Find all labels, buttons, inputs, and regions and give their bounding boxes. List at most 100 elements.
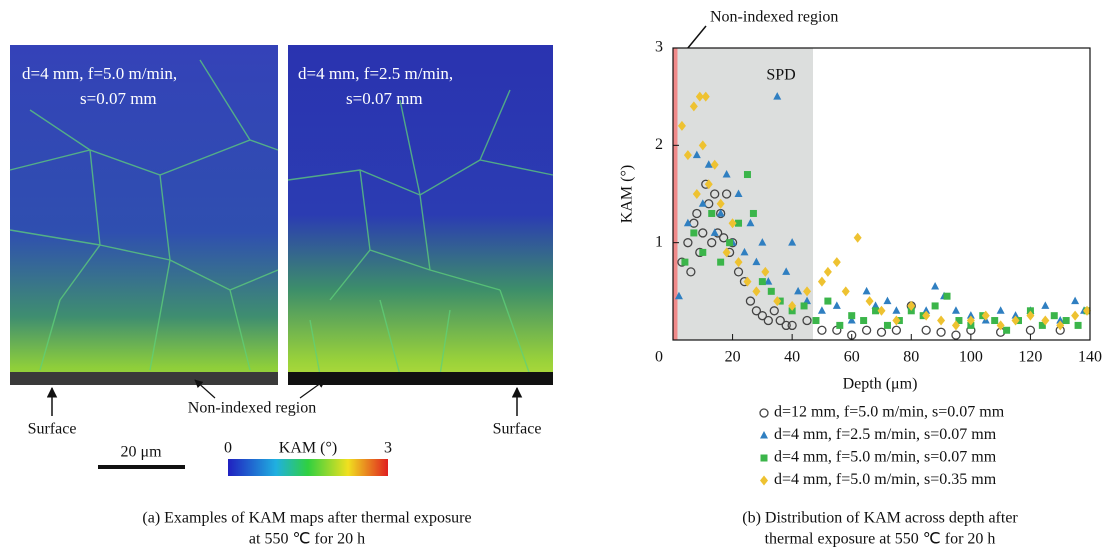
map-label: s=0.07 mm	[346, 89, 423, 108]
point	[1071, 296, 1080, 305]
point	[743, 171, 751, 179]
point	[832, 301, 841, 309]
point	[718, 233, 729, 243]
x-tick-label: 120	[1018, 349, 1042, 366]
point	[1011, 315, 1020, 326]
point	[794, 286, 803, 295]
point	[740, 247, 749, 256]
point	[698, 199, 707, 207]
point	[704, 160, 713, 168]
point	[686, 267, 696, 277]
point	[817, 276, 826, 287]
point	[812, 317, 820, 325]
legend-marker	[760, 454, 768, 462]
point	[708, 209, 716, 217]
point	[966, 311, 975, 319]
point	[743, 276, 752, 287]
point	[782, 267, 791, 275]
point	[800, 302, 808, 310]
point	[1056, 316, 1065, 324]
point	[1050, 312, 1058, 320]
point	[734, 189, 743, 197]
point	[787, 320, 797, 331]
shaded-region	[673, 48, 678, 340]
point	[1056, 320, 1065, 331]
x-tick-label: 40	[784, 349, 800, 366]
point	[773, 296, 782, 307]
point	[921, 325, 931, 335]
point	[752, 257, 761, 266]
point	[767, 287, 775, 295]
point	[922, 310, 931, 321]
point	[996, 306, 1005, 314]
surface-label: Surface	[493, 421, 542, 438]
point	[943, 292, 951, 300]
legend-marker	[760, 475, 768, 486]
kam-map-2	[287, 45, 554, 385]
point	[892, 315, 901, 326]
point	[1062, 317, 1070, 325]
point	[701, 91, 710, 102]
point	[1041, 301, 1050, 309]
point	[764, 277, 773, 285]
point	[951, 306, 960, 314]
point	[699, 248, 707, 256]
x-tick-label: 60	[844, 349, 860, 366]
point	[1071, 310, 1080, 321]
point	[773, 92, 782, 100]
map-label: s=0.07 mm	[80, 89, 157, 108]
point	[695, 91, 704, 102]
point	[871, 301, 880, 309]
point	[832, 257, 841, 268]
point	[883, 321, 891, 329]
y-axis-label: KAM (°)	[619, 165, 636, 223]
point	[733, 267, 744, 277]
point	[1041, 315, 1050, 326]
point	[717, 258, 725, 266]
point	[876, 327, 887, 337]
y-tick-label: 3	[655, 39, 663, 56]
point	[1026, 310, 1035, 321]
caption: thermal exposure at 550 ℃ for 20 h	[765, 531, 996, 548]
point	[769, 306, 779, 316]
point	[758, 238, 767, 246]
point	[841, 286, 850, 297]
x-tick-label: 140	[1078, 349, 1102, 366]
point	[683, 150, 692, 161]
point	[824, 297, 832, 305]
point	[981, 310, 990, 321]
point	[758, 278, 766, 286]
point	[951, 330, 961, 340]
point	[1003, 326, 1011, 334]
point	[728, 218, 737, 229]
point	[996, 320, 1005, 331]
colorbar-tick: 0	[224, 440, 232, 457]
point	[745, 296, 756, 306]
point	[722, 247, 731, 258]
point	[752, 286, 761, 297]
point	[692, 189, 701, 199]
point	[802, 315, 812, 326]
point	[689, 101, 698, 112]
point	[936, 327, 946, 337]
legend-label: d=4 mm, f=5.0 m/min, s=0.35 mm	[774, 471, 997, 488]
scale-bar-label: 20 μm	[120, 444, 162, 461]
point	[763, 315, 773, 326]
point	[726, 239, 734, 247]
legend-marker	[759, 408, 769, 418]
point	[788, 238, 797, 246]
point	[751, 306, 762, 316]
point	[692, 208, 702, 219]
point	[817, 306, 826, 314]
point	[892, 306, 901, 314]
point	[757, 311, 768, 321]
point	[1025, 325, 1036, 335]
point	[966, 315, 975, 326]
x-tick-label: 100	[959, 349, 983, 366]
point	[721, 189, 732, 199]
point	[891, 325, 902, 335]
legend-label: d=4 mm, f=5.0 m/min, s=0.07 mm	[774, 449, 997, 466]
point	[861, 325, 872, 335]
point	[698, 140, 707, 151]
